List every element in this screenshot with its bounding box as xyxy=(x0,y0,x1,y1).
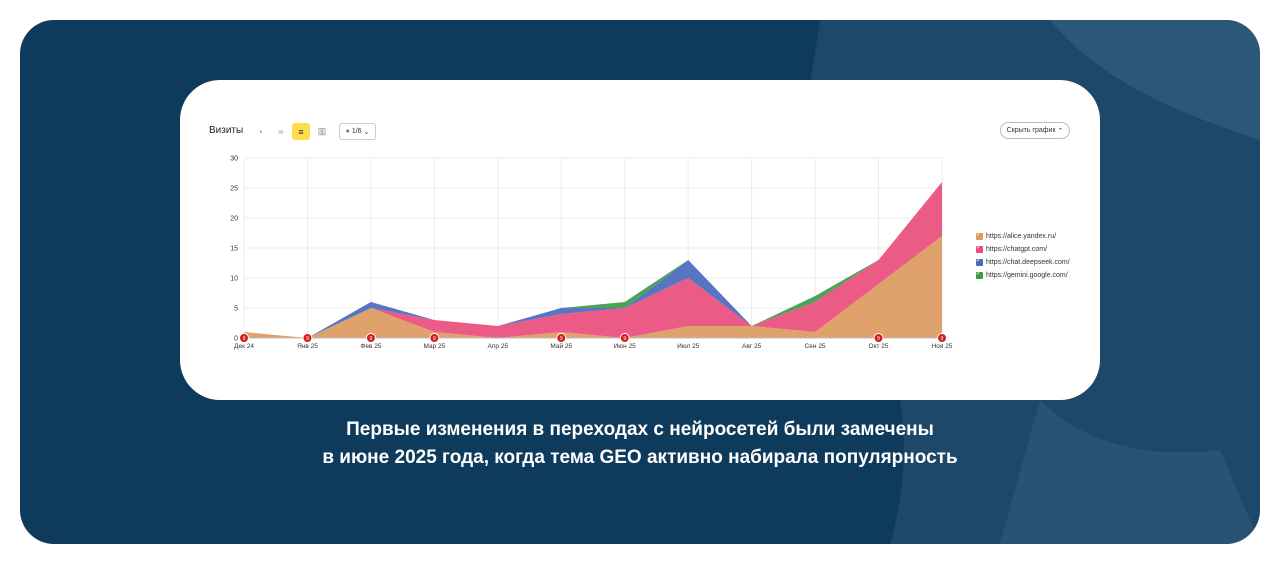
event-marker-label: 9 xyxy=(370,336,373,342)
x-tick-label: Авг 25 xyxy=(742,343,762,350)
y-tick-label: 20 xyxy=(230,216,238,223)
caption-line-2: в июне 2025 года, когда тема GEO активно… xyxy=(322,447,958,468)
legend-item[interactable]: https://gemini.google.com/ xyxy=(976,269,1070,282)
event-marker xyxy=(619,333,630,343)
event-marker-label: 9 xyxy=(243,336,246,342)
event-marker xyxy=(429,333,440,343)
event-marker-label: 9 xyxy=(433,336,436,342)
legend-checkbox-icon[interactable] xyxy=(976,257,983,266)
series-selector-value: 1/6 xyxy=(351,128,362,135)
area-series xyxy=(244,182,942,338)
x-tick-label: Ноя 25 xyxy=(932,343,953,350)
event-marker-label: 9 xyxy=(941,336,944,342)
legend-label: https://gemini.google.com/ xyxy=(986,272,1068,279)
hide-chart-button[interactable]: Скрыть график ⌃ xyxy=(1000,122,1070,139)
legend-item[interactable]: https://chatgpt.com/ xyxy=(976,243,1070,256)
x-tick-label: Май 25 xyxy=(550,342,572,350)
legend-item[interactable]: https://alice.yandex.ru/ xyxy=(976,230,1070,243)
stacked-area-chart-icon[interactable]: ≡ xyxy=(292,123,310,140)
legend-checkbox-icon[interactable] xyxy=(976,270,983,279)
event-marker-label: 9 xyxy=(623,336,626,342)
series-selector-dropdown[interactable]: ● 1/6 ⌄ xyxy=(339,123,376,140)
x-tick-label: Мар 25 xyxy=(423,343,445,350)
chart-card: Визиты ◔ ≈ ≡ ▥ ● 1/6 ⌄ Скрыть график ⌃ 0… xyxy=(180,80,1100,400)
legend-checkbox-icon[interactable] xyxy=(976,231,983,240)
comment-icon: ● xyxy=(345,128,350,135)
x-tick-label: Апр 25 xyxy=(488,343,509,350)
y-tick-label: 10 xyxy=(230,276,238,283)
y-tick-label: 25 xyxy=(230,186,238,193)
x-tick-label: Янв 25 xyxy=(297,343,318,350)
event-marker xyxy=(302,333,313,343)
legend-label: https://chatgpt.com/ xyxy=(986,246,1048,253)
bar-chart-icon[interactable]: ▥ xyxy=(317,126,327,136)
x-tick-label: Дек 24 xyxy=(234,343,254,350)
caption-line-1: Первые изменения в переходах с нейросете… xyxy=(346,419,934,440)
slide-background: Визиты ◔ ≈ ≡ ▥ ● 1/6 ⌄ Скрыть график ⌃ 0… xyxy=(20,20,1260,544)
line-chart-icon[interactable]: ≈ xyxy=(278,126,284,137)
legend-label: https://alice.yandex.ru/ xyxy=(986,233,1057,240)
x-tick-label: Фев 25 xyxy=(360,343,381,350)
x-tick-label: Июн 25 xyxy=(614,343,637,350)
event-marker-label: 9 xyxy=(560,336,563,342)
stacked-area-chart: 0 5 10 15 20 25 30 Дек 24 Янв 25 Фев 25 Мар 25 Апр … xyxy=(230,156,953,351)
event-marker xyxy=(556,333,567,343)
y-tick-label: 15 xyxy=(230,246,238,253)
area-series xyxy=(244,182,942,338)
chart-toolbar-title: Визиты xyxy=(209,125,244,136)
area-series xyxy=(244,236,942,338)
chevron-down-icon: ⌄ xyxy=(363,128,370,136)
x-tick-label: Окт 25 xyxy=(869,343,889,350)
y-tick-label: 30 xyxy=(230,156,238,163)
y-tick-label: 0 xyxy=(234,336,238,343)
chevron-up-icon: ⌃ xyxy=(1057,127,1064,135)
event-marker-label: 9 xyxy=(877,336,880,342)
x-tick-label: Сен 25 xyxy=(805,343,826,350)
x-tick-label: Июл 25 xyxy=(677,343,700,350)
legend-label: https://chat.deepseek.com/ xyxy=(986,259,1070,266)
event-marker xyxy=(365,333,376,343)
event-marker xyxy=(937,333,947,343)
y-tick-label: 5 xyxy=(234,306,238,313)
legend-checkbox-icon[interactable] xyxy=(976,244,983,253)
legend-item[interactable]: https://chat.deepseek.com/ xyxy=(976,256,1070,269)
pie-chart-icon[interactable]: ◔ xyxy=(257,126,263,137)
event-marker xyxy=(873,333,884,343)
chart-legend: https://alice.yandex.ru/https://chatgpt.… xyxy=(976,230,1070,282)
event-marker-label: 9 xyxy=(306,336,309,342)
hide-chart-label: Скрыть график xyxy=(1006,127,1056,134)
event-marker xyxy=(239,333,249,343)
